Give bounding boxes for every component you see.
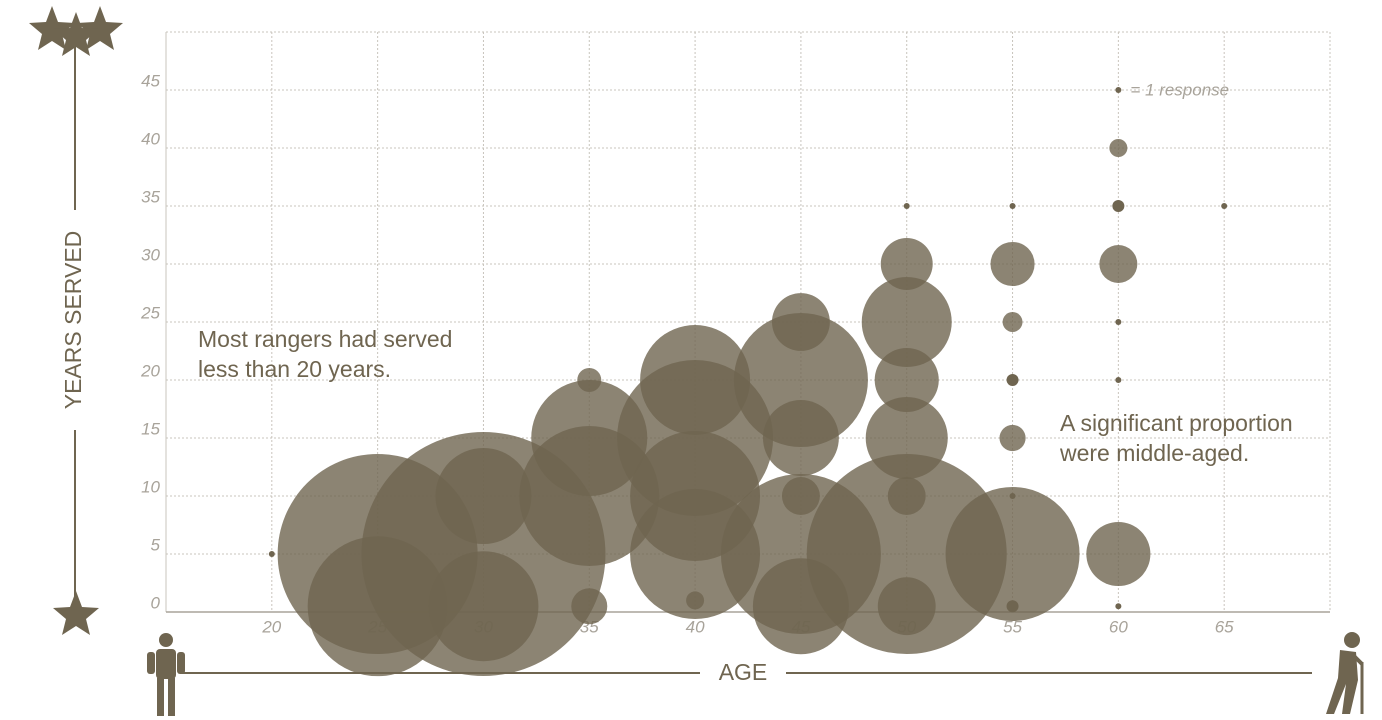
star-icon [77, 6, 123, 50]
x-tick-label: 65 [1215, 617, 1234, 636]
y-tick-label: 35 [141, 187, 160, 206]
bubble [428, 551, 539, 662]
bubble [1109, 139, 1128, 157]
y-tick-label: 30 [141, 245, 160, 264]
elderly-person-icon [1326, 632, 1364, 714]
bubble [686, 591, 705, 610]
star-icon [53, 591, 99, 635]
y-tick-label: 0 [151, 593, 161, 612]
bubble [1221, 203, 1228, 209]
x-axis-label: AGE [719, 659, 768, 685]
bubble [1006, 600, 1019, 613]
legend-label: = 1 response [1130, 80, 1229, 99]
young-person-icon [147, 633, 185, 716]
bubble [571, 588, 608, 625]
y-tick-label: 15 [141, 419, 160, 438]
y-tick-label: 20 [140, 361, 160, 380]
bubble [435, 448, 532, 544]
bubble [1009, 203, 1016, 209]
star-icon [53, 12, 99, 56]
bubble [874, 347, 939, 413]
x-tick-label: 40 [686, 617, 705, 636]
bubble [806, 454, 1007, 654]
bubble [1115, 319, 1122, 325]
bubble [1002, 312, 1023, 332]
star-icon [29, 6, 75, 50]
x-tick-label: 60 [1109, 617, 1128, 636]
bubble [1115, 377, 1122, 383]
annotation: less than 20 years. [198, 356, 391, 382]
bubble [762, 400, 839, 476]
y-tick-label: 40 [141, 129, 160, 148]
decorations [29, 6, 1364, 716]
bubble [1006, 374, 1019, 386]
bubble [1099, 245, 1138, 283]
bubble [999, 424, 1026, 452]
annotation: were middle-aged. [1059, 440, 1249, 466]
bubble [268, 551, 275, 557]
bubble [1086, 521, 1151, 587]
bubble [880, 238, 933, 290]
legend-dot [1115, 87, 1122, 93]
y-axis-label: YEARS SERVED [60, 231, 86, 410]
y-tick-label: 45 [141, 71, 160, 90]
bubble [945, 486, 1080, 622]
bubble [990, 241, 1035, 287]
y-tick-label: 5 [151, 535, 161, 554]
bubble [903, 203, 910, 209]
annotation: A significant proportion [1060, 410, 1293, 436]
y-tick-label: 25 [140, 303, 160, 322]
bubble [630, 489, 761, 619]
bubble [733, 312, 868, 448]
annotation: Most rangers had served [198, 326, 452, 352]
x-tick-label: 20 [261, 617, 281, 636]
bubble [861, 277, 952, 367]
bubble [1112, 200, 1125, 212]
x-tick-label: 55 [1003, 617, 1022, 636]
bubble [1115, 603, 1122, 610]
y-tick-label: 10 [141, 477, 160, 496]
bubbles [268, 139, 1228, 677]
bubble [877, 577, 936, 636]
